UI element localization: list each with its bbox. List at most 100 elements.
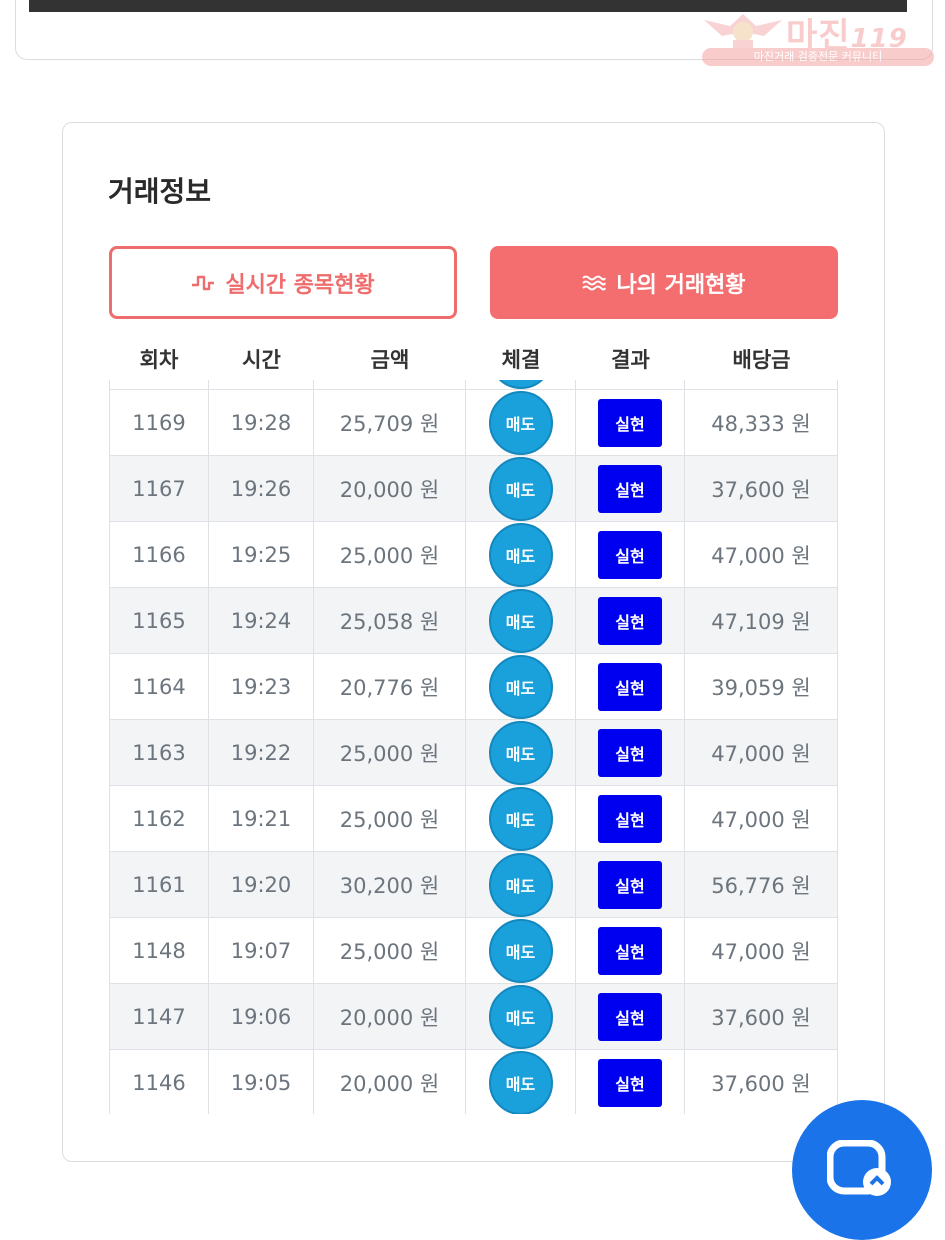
- time-cell: 19:05: [209, 1050, 314, 1114]
- payout-cell: 37,600 원: [685, 1050, 838, 1114]
- watermark-subtitle: 마진거래 검증전문 커뮤니티: [702, 48, 934, 66]
- amount-cell: 20,000 원: [314, 984, 466, 1049]
- realized-badge: 실현: [598, 926, 662, 975]
- amount-cell: 25,000 원: [314, 918, 466, 983]
- pulse-wave-icon: [192, 275, 215, 290]
- realized-badge: 실현: [598, 530, 662, 579]
- realized-badge: 실현: [598, 860, 662, 909]
- amount-cell: 25,709 원: [314, 390, 466, 455]
- sell-badge: 매도: [488, 654, 553, 719]
- watermark-logo: 마진119 마진거래 검증전문 커뮤니티: [700, 8, 935, 66]
- payout-cell: 47,000 원: [685, 786, 838, 851]
- table-row: 1161 19:20 30,200 원 매도 실현 56,776 원: [109, 852, 838, 918]
- time-cell: 19:06: [209, 984, 314, 1049]
- chat-bubble-icon: [827, 1140, 891, 1196]
- realtime-status-button[interactable]: 실시간 종목현황: [109, 246, 457, 319]
- payout-cell: 56,776 원: [685, 852, 838, 917]
- header-amount: 금액: [370, 348, 410, 372]
- sell-badge: 매도: [488, 720, 553, 785]
- header-time: 시간: [242, 348, 281, 372]
- wave-lines-icon: [582, 275, 607, 290]
- payout-cell: 37,600 원: [685, 456, 838, 521]
- round-cell: 1167: [109, 456, 209, 521]
- previous-card-bar: [29, 0, 907, 12]
- sell-badge: 매도: [488, 522, 553, 587]
- round-cell: 1169: [109, 390, 209, 455]
- time-cell: 19:20: [209, 852, 314, 917]
- round-cell: 1146: [109, 1050, 209, 1114]
- table-row: 1147 19:06 20,000 원 매도 실현 37,600 원: [109, 984, 838, 1050]
- payout-cell: 48,333 원: [685, 390, 838, 455]
- time-cell: 19:23: [209, 654, 314, 719]
- round-cell: 1161: [109, 852, 209, 917]
- header-result: 결과: [611, 348, 650, 372]
- round-cell: 1163: [109, 720, 209, 785]
- time-cell: 19:26: [209, 456, 314, 521]
- sell-badge: 매도: [488, 984, 553, 1049]
- amount-cell: 25,000 원: [314, 720, 466, 785]
- sell-badge: 매도: [488, 1050, 553, 1114]
- amount-cell: 25,000 원: [314, 522, 466, 587]
- time-cell: 19:21: [209, 786, 314, 851]
- payout-cell: 47,000 원: [685, 720, 838, 785]
- realized-badge: 실현: [598, 794, 662, 843]
- time-cell: 19:22: [209, 720, 314, 785]
- table-row: 1169 19:28 25,709 원 매도 실현 48,333 원: [109, 390, 838, 456]
- round-cell: 1164: [109, 654, 209, 719]
- payout-cell: 47,000 원: [685, 918, 838, 983]
- header-execution: 체결: [501, 348, 541, 372]
- my-trade-status-label: 나의 거래현황: [616, 272, 746, 298]
- round-cell: 1165: [109, 588, 209, 653]
- realtime-status-label: 실시간 종목현황: [225, 272, 375, 298]
- table-row: 1162 19:21 25,000 원 매도 실현 47,000 원: [109, 786, 838, 852]
- amount-cell: 25,000 원: [314, 786, 466, 851]
- realized-badge: 실현: [598, 464, 662, 513]
- table-row: 1166 19:25 25,000 원 매도 실현 47,000 원: [109, 522, 838, 588]
- amount-cell: 20,000 원: [314, 1050, 466, 1114]
- round-cell: 1147: [109, 984, 209, 1049]
- header-round: 회차: [139, 348, 179, 372]
- realized-badge: 실현: [598, 662, 662, 711]
- amount-cell: 20,000 원: [314, 456, 466, 521]
- time-cell: 19:25: [209, 522, 314, 587]
- eagle-emblem-icon: [704, 14, 782, 50]
- round-cell: 1148: [109, 918, 209, 983]
- time-cell: 19:24: [209, 588, 314, 653]
- sell-badge: 매도: [488, 456, 553, 521]
- realized-badge: 실현: [598, 1058, 662, 1107]
- sell-badge: 매도: [488, 390, 553, 455]
- table-row: 1146 19:05 20,000 원 매도 실현 37,600 원: [109, 1050, 838, 1114]
- table-row: 1164 19:23 20,776 원 매도 실현 39,059 원: [109, 654, 838, 720]
- trade-table[interactable]: 1169 19:28 25,709 원 매도 실현 48,333 원 1167 …: [109, 380, 838, 1114]
- table-row: 1163 19:22 25,000 원 매도 실현 47,000 원: [109, 720, 838, 786]
- chat-button[interactable]: [792, 1100, 932, 1240]
- amount-cell: 20,776 원: [314, 654, 466, 719]
- time-cell: 19:28: [209, 390, 314, 455]
- realized-badge: 실현: [598, 596, 662, 645]
- round-cell: 1166: [109, 522, 209, 587]
- table-row: 1165 19:24 25,058 원 매도 실현 47,109 원: [109, 588, 838, 654]
- header-payout: 배당금: [732, 348, 791, 372]
- sell-badge: 매도: [488, 852, 553, 917]
- table-row: 1148 19:07 25,000 원 매도 실현 47,000 원: [109, 918, 838, 984]
- round-cell: 1162: [109, 786, 209, 851]
- payout-cell: 47,000 원: [685, 522, 838, 587]
- table-header: 회차 시간 금액 체결 결과 배당금: [109, 340, 838, 380]
- amount-cell: 25,058 원: [314, 588, 466, 653]
- table-row: 1167 19:26 20,000 원 매도 실현 37,600 원: [109, 456, 838, 522]
- time-cell: 19:07: [209, 918, 314, 983]
- sell-badge: [488, 380, 553, 389]
- my-trade-status-button[interactable]: 나의 거래현황: [490, 246, 838, 319]
- payout-cell: 37,600 원: [685, 984, 838, 1049]
- section-title: 거래정보: [108, 175, 212, 208]
- table-row: [109, 380, 838, 390]
- payout-cell: 47,109 원: [685, 588, 838, 653]
- sell-badge: 매도: [488, 786, 553, 851]
- realized-badge: 실현: [598, 728, 662, 777]
- sell-badge: 매도: [488, 588, 553, 653]
- sell-badge: 매도: [488, 918, 553, 983]
- amount-cell: 30,200 원: [314, 852, 466, 917]
- realized-badge: 실현: [598, 992, 662, 1041]
- payout-cell: 39,059 원: [685, 654, 838, 719]
- realized-badge: 실현: [598, 398, 662, 447]
